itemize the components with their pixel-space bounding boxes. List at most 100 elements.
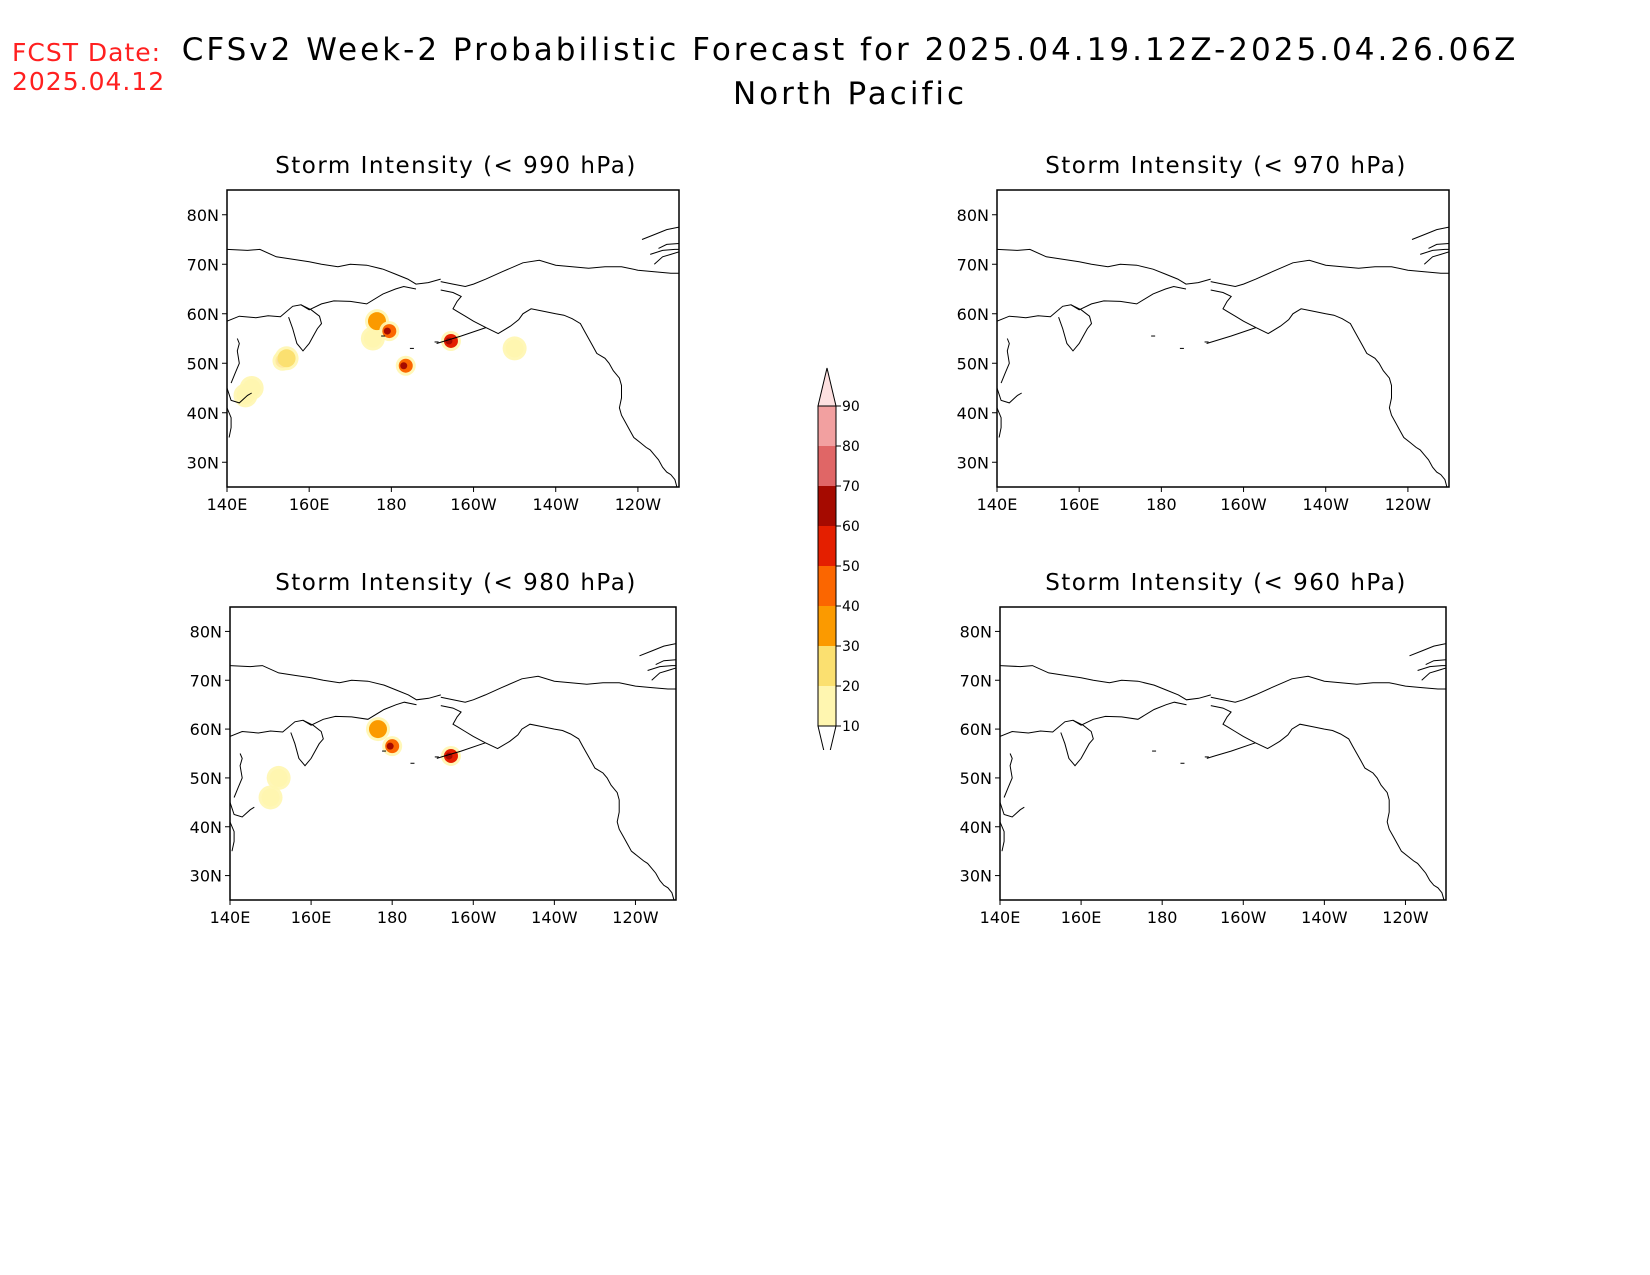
map-panel-p970: 80N 70N 60N 50N 40N 30N 140E 160E 180 160W 140W 120… [957, 189, 1450, 514]
lon-label: 140E [977, 495, 1018, 514]
lon-label: 160W [1220, 495, 1267, 514]
coastline [653, 251, 679, 265]
coastline [440, 675, 676, 703]
colorbar-level-label: 20 [842, 679, 860, 695]
lat-label: 60N [957, 305, 989, 324]
coastline [440, 705, 675, 900]
lon-label: 160W [450, 908, 497, 927]
lat-label: 80N [187, 206, 219, 225]
colorbar-level-label: 80 [842, 439, 860, 455]
lat-label: 80N [190, 622, 222, 641]
lat-label: 40N [187, 404, 219, 423]
probability-area [363, 329, 382, 348]
coastline [997, 407, 1002, 438]
coastline [997, 387, 1022, 404]
coastline [230, 821, 235, 852]
map-frame [226, 189, 680, 488]
lon-label: 160E [291, 908, 332, 927]
lon-label: 160E [1061, 908, 1102, 927]
coastline [436, 742, 486, 759]
lat-label: 40N [960, 818, 992, 837]
map-frame [229, 606, 677, 901]
lon-label: 140W [1303, 495, 1350, 514]
colorbar-lower-arrow [817, 725, 837, 750]
coastline [230, 665, 441, 701]
coastline [639, 643, 676, 657]
coastline [1420, 248, 1449, 255]
lat-label: 30N [190, 867, 222, 886]
colorbar-segment [818, 446, 836, 486]
coastline [1409, 643, 1446, 657]
probability-area [242, 379, 261, 397]
lon-label: 160W [1220, 908, 1267, 927]
forecast-date-value: 2025.04.12 [12, 67, 166, 96]
coastline [1206, 327, 1257, 344]
lon-label: 180 [1146, 495, 1177, 514]
lat-label: 30N [187, 453, 219, 472]
coastline [1411, 226, 1449, 240]
lat-label: 60N [960, 720, 992, 739]
colorbar-segment [818, 606, 836, 646]
probability-core [383, 327, 391, 335]
panel-title-990: Storm Intensity (< 990 hPa) [275, 153, 637, 179]
panel-title-980: Storm Intensity (< 980 hPa) [275, 570, 637, 596]
colorbar-level-label: 70 [842, 479, 860, 495]
lat-label: 40N [190, 818, 222, 837]
panel-title-970: Storm Intensity (< 970 hPa) [1045, 153, 1407, 179]
coastline [1425, 659, 1446, 666]
lat-label: 50N [190, 769, 222, 788]
lon-label: 140W [1301, 908, 1348, 927]
lon-label: 180 [376, 495, 407, 514]
coastline [1058, 304, 1093, 352]
probability-core [386, 742, 394, 750]
coastline [227, 285, 417, 322]
lat-label: 80N [957, 206, 989, 225]
coastline [1000, 701, 1187, 737]
colorbar-level-label: 10 [842, 719, 860, 735]
coastline [1000, 802, 1025, 818]
colorbar-frame [817, 405, 837, 727]
probability-area [269, 768, 288, 787]
lon-label: 160E [289, 495, 330, 514]
coastline [1060, 719, 1094, 767]
lat-label: 50N [957, 354, 989, 373]
coastline [997, 248, 1211, 285]
probability-area [368, 720, 387, 739]
probability-core [400, 362, 408, 370]
lon-label: 140E [210, 908, 251, 927]
main-title: CFSv2 Week-2 Probabilistic Forecast for … [181, 32, 1519, 68]
colorbar-segment [818, 406, 836, 446]
colorbar-segment [818, 526, 836, 566]
coastline [227, 407, 232, 438]
lon-label: 180 [1147, 908, 1178, 927]
coastline [227, 248, 441, 285]
coastline [290, 719, 324, 767]
probability-area [505, 339, 524, 358]
coastline [230, 338, 240, 384]
colorbar-level-label: 60 [842, 519, 860, 535]
coastline [641, 226, 679, 240]
lat-label: 70N [190, 671, 222, 690]
lat-label: 60N [187, 305, 219, 324]
coastline [440, 259, 679, 288]
coastline [230, 701, 417, 737]
coastline [233, 753, 243, 798]
lon-label: 160E [1059, 495, 1100, 514]
map-frame [996, 189, 1450, 488]
coastline [1206, 742, 1256, 759]
map-panel-p980: 80N 70N 60N 50N 40N 30N 140E 160E 180 160W 140W 120… [190, 606, 677, 927]
panel-title-960: Storm Intensity (< 960 hPa) [1045, 570, 1407, 596]
coastline [288, 304, 323, 352]
color-scale-legend: 10 20 30 40 50 60 70 80 90 [817, 367, 860, 750]
lat-label: 30N [957, 453, 989, 472]
lat-label: 30N [960, 867, 992, 886]
map-frame [999, 606, 1447, 901]
coastline [1003, 753, 1013, 798]
coastline [1417, 665, 1446, 671]
lat-label: 60N [190, 720, 222, 739]
lon-label: 120W [612, 908, 659, 927]
coastline [647, 665, 676, 671]
lat-label: 50N [187, 354, 219, 373]
map-panel-p960: 80N 70N 60N 50N 40N 30N 140E 160E 180 160W 140W 120… [960, 606, 1447, 927]
